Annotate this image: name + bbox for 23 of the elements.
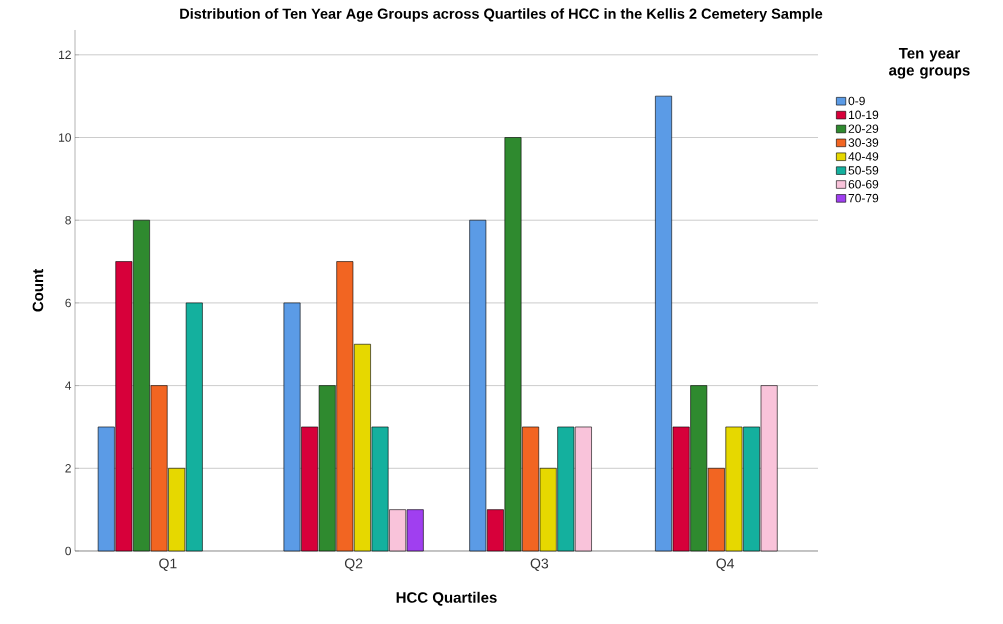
legend-label: 40-49 xyxy=(848,152,879,161)
x-tick-label: Q2 xyxy=(344,558,363,571)
y-axis-title: Count xyxy=(32,269,44,312)
y-tick-label: 8 xyxy=(65,215,71,225)
x-tick-label: Q3 xyxy=(530,558,549,571)
legend-label: 70-79 xyxy=(848,193,879,203)
x-axis-title: HCC Quartiles xyxy=(396,591,497,606)
y-tick-label: 6 xyxy=(65,298,71,308)
legend-label: 0-9 xyxy=(848,96,865,106)
chart-title: Distribution of Ten Year Age Groups across Quartiles of HCC in the Kellis 2 Cemetery Sample xyxy=(180,8,823,22)
x-tick-label: Q4 xyxy=(716,558,735,571)
legend-label: 10-19 xyxy=(848,110,879,120)
y-tick-label: 2 xyxy=(65,464,71,473)
legend-label: 30-39 xyxy=(848,138,879,147)
legend-label: 20-29 xyxy=(848,124,879,133)
legend-title: Ten year age groups xyxy=(889,48,970,79)
y-tick-label: 4 xyxy=(65,381,72,390)
y-tick-label: 12 xyxy=(59,50,71,59)
y-tick-label: 10 xyxy=(59,133,71,142)
legend-label: 50-59 xyxy=(848,166,879,175)
y-tick-label: 0 xyxy=(65,546,72,556)
legend-label: 60-69 xyxy=(848,179,879,189)
x-tick-label: Q1 xyxy=(159,558,177,571)
